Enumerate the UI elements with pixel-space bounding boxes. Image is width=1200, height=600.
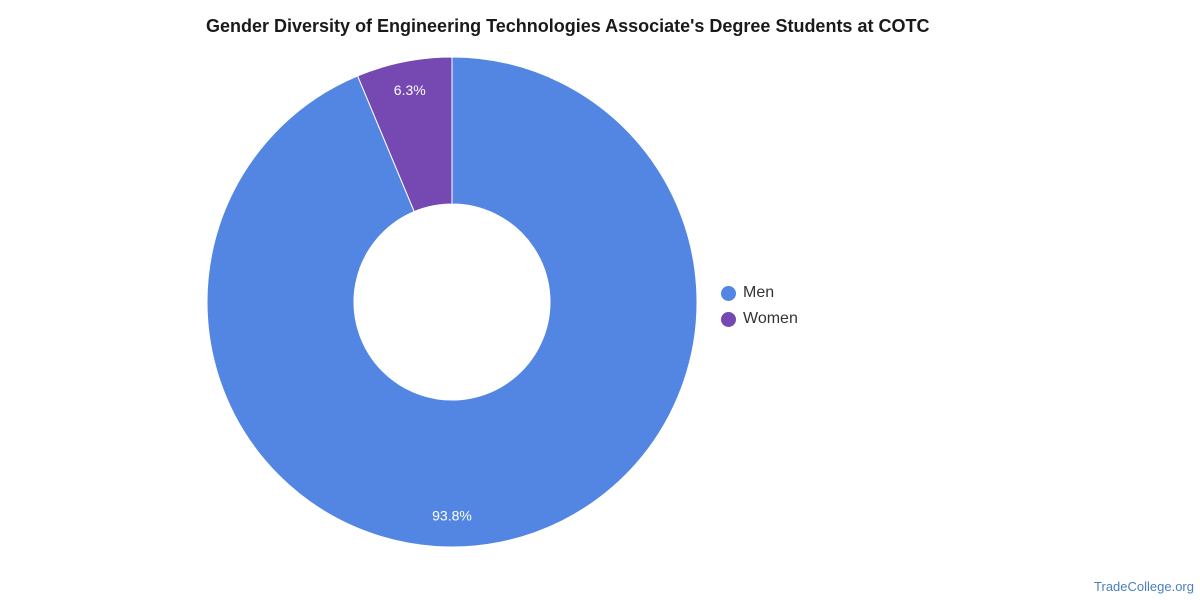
slice-men[interactable] — [206, 56, 698, 548]
chart-title: Gender Diversity of Engineering Technolo… — [206, 16, 930, 36]
legend-item-men[interactable]: Men — [721, 280, 798, 306]
legend: Men Women — [721, 280, 798, 332]
legend-item-women[interactable]: Women — [721, 306, 798, 332]
slice-label-women: 6.3% — [394, 82, 426, 98]
legend-label-men: Men — [743, 284, 775, 301]
slice-women[interactable] — [356, 56, 453, 213]
legend-swatch-women — [721, 311, 736, 327]
legend-label-women: Women — [743, 310, 798, 327]
slice-labels: 93.8% 6.3% — [394, 82, 472, 524]
legend-swatch-men — [721, 285, 736, 301]
slice-label-men: 93.8% — [432, 508, 472, 524]
source-link[interactable]: TradeCollege.org — [1094, 579, 1194, 594]
donut-slices — [206, 56, 698, 548]
